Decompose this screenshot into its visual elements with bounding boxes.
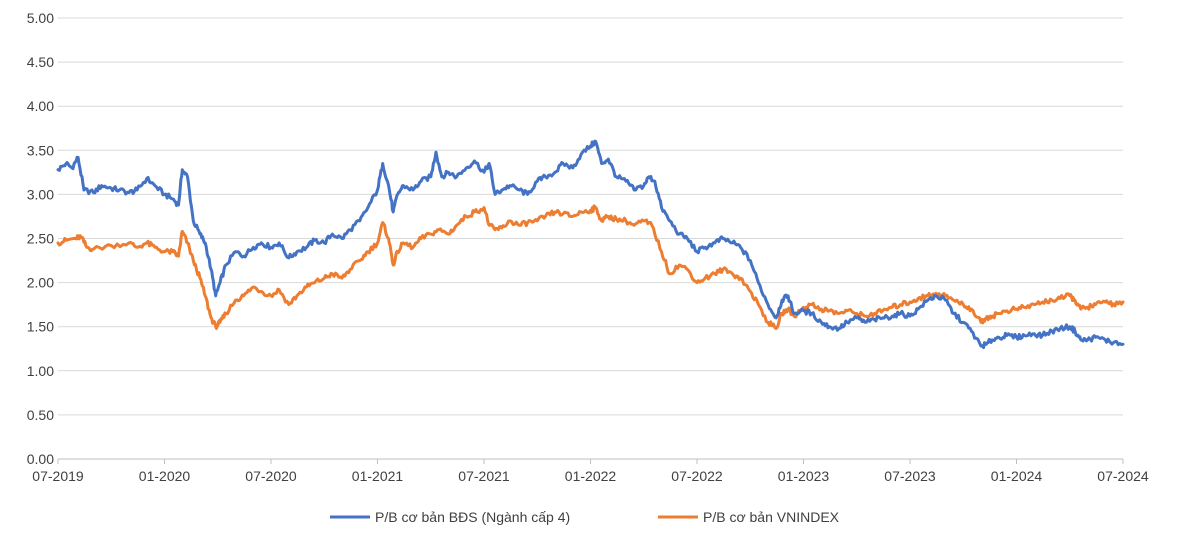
x-tick-label: 01-2023 <box>778 468 830 484</box>
series-line-0 <box>56 139 1125 350</box>
y-tick-label: 2.50 <box>27 231 54 247</box>
x-tick-label: 07-2023 <box>884 468 936 484</box>
y-tick-label: 3.00 <box>27 186 54 202</box>
x-tick-label: 01-2022 <box>565 468 617 484</box>
y-tick-label: 1.00 <box>27 363 54 379</box>
legend: P/B cơ bản BĐS (Ngành cấp 4) P/B cơ bản V… <box>330 509 840 525</box>
legend-label-1: P/B cơ bản VNINDEX <box>703 509 840 525</box>
x-tick-label: 07-2022 <box>671 468 723 484</box>
y-tick-label: 0.00 <box>27 451 54 467</box>
y-tick-label: 1.50 <box>27 319 54 335</box>
x-tick-label: 01-2021 <box>352 468 404 484</box>
y-tick-label: 5.00 <box>27 10 54 26</box>
y-tick-label: 2.00 <box>27 275 54 291</box>
x-tick-label: 07-2024 <box>1097 468 1149 484</box>
legend-label-0: P/B cơ bản BĐS (Ngành cấp 4) <box>375 509 570 525</box>
y-tick-label: 0.50 <box>27 407 54 423</box>
x-tick-label: 07-2021 <box>458 468 510 484</box>
y-tick-label: 3.50 <box>27 142 54 158</box>
gridlines <box>58 17 1123 416</box>
y-axis-tick-labels: 0.00 0.50 1.00 1.50 2.00 2.50 3.00 3.50 4.00 4.50… <box>27 10 54 467</box>
x-axis: 07-2019 01-2020 07-2020 01-2021 07-2021 01-20… <box>32 458 1149 484</box>
series-lines <box>56 139 1125 350</box>
series-line-1 <box>56 204 1125 330</box>
x-tick-label: 01-2020 <box>139 468 191 484</box>
y-tick-label: 4.00 <box>27 98 54 114</box>
y-tick-label: 4.50 <box>27 54 54 70</box>
x-tick-label: 01-2024 <box>991 468 1043 484</box>
x-tick-label: 07-2019 <box>32 468 84 484</box>
x-tick-label: 07-2020 <box>245 468 297 484</box>
